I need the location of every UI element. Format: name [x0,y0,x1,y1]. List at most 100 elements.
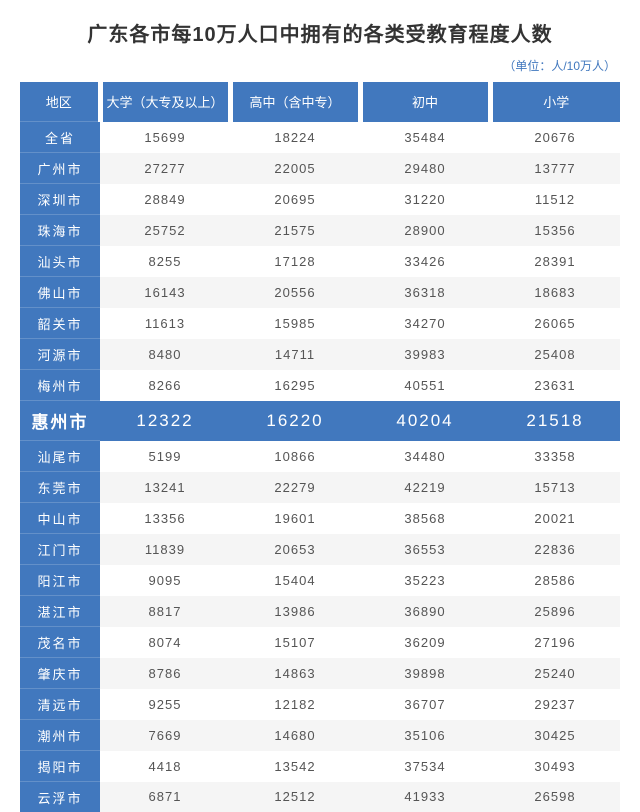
region-cell: 全省 [20,122,100,153]
data-cell: 34480 [360,441,490,472]
data-cell: 40204 [360,401,490,441]
header-middleschool: 初中 [360,82,490,122]
data-cell: 26598 [490,782,620,812]
region-cell: 云浮市 [20,782,100,812]
data-cell: 13356 [100,503,230,534]
data-cell: 16220 [230,401,360,441]
data-cell: 29480 [360,153,490,184]
header-row: 地区 大学（大专及以上） 高中（含中专） 初中 小学 [20,82,620,122]
region-cell: 河源市 [20,339,100,370]
header-primary: 小学 [490,82,620,122]
region-cell: 惠州市 [20,401,100,441]
region-cell: 江门市 [20,534,100,565]
header-highschool: 高中（含中专） [230,82,360,122]
region-cell: 阳江市 [20,565,100,596]
data-cell: 40551 [360,370,490,401]
data-cell: 22279 [230,472,360,503]
table-row: 梅州市8266162954055123631 [20,370,620,401]
data-cell: 28586 [490,565,620,596]
table-row: 清远市9255121823670729237 [20,689,620,720]
region-cell: 韶关市 [20,308,100,339]
data-cell: 41933 [360,782,490,812]
data-cell: 15713 [490,472,620,503]
data-cell: 15404 [230,565,360,596]
data-cell: 22836 [490,534,620,565]
data-cell: 15985 [230,308,360,339]
data-cell: 39983 [360,339,490,370]
data-cell: 12512 [230,782,360,812]
data-cell: 8074 [100,627,230,658]
region-cell: 珠海市 [20,215,100,246]
region-cell: 梅州市 [20,370,100,401]
data-cell: 9095 [100,565,230,596]
table-row: 汕头市8255171283342628391 [20,246,620,277]
data-cell: 14680 [230,720,360,751]
data-cell: 36318 [360,277,490,308]
data-cell: 11512 [490,184,620,215]
table-row: 云浮市6871125124193326598 [20,782,620,812]
data-cell: 23631 [490,370,620,401]
data-cell: 14711 [230,339,360,370]
data-cell: 19601 [230,503,360,534]
unit-label: （单位：人/10万人） [20,57,620,74]
data-cell: 36890 [360,596,490,627]
education-table: 地区 大学（大专及以上） 高中（含中专） 初中 小学 全省15699182243… [20,82,620,812]
data-cell: 31220 [360,184,490,215]
data-cell: 18224 [230,122,360,153]
region-cell: 潮州市 [20,720,100,751]
page-title: 广东各市每10万人口中拥有的各类受教育程度人数 [20,18,620,47]
data-cell: 20556 [230,277,360,308]
data-cell: 11613 [100,308,230,339]
data-cell: 16295 [230,370,360,401]
data-cell: 38568 [360,503,490,534]
region-cell: 佛山市 [20,277,100,308]
data-cell: 33358 [490,441,620,472]
data-cell: 22005 [230,153,360,184]
data-cell: 28391 [490,246,620,277]
data-cell: 8817 [100,596,230,627]
region-cell: 肇庆市 [20,658,100,689]
data-cell: 25408 [490,339,620,370]
region-cell: 汕头市 [20,246,100,277]
data-cell: 36209 [360,627,490,658]
table-row: 韶关市11613159853427026065 [20,308,620,339]
table-body: 全省15699182243548420676广州市272772200529480… [20,122,620,812]
data-cell: 8480 [100,339,230,370]
data-cell: 7669 [100,720,230,751]
table-row: 东莞市13241222794221915713 [20,472,620,503]
data-cell: 20695 [230,184,360,215]
data-cell: 21575 [230,215,360,246]
data-cell: 15107 [230,627,360,658]
table-row: 潮州市7669146803510630425 [20,720,620,751]
data-cell: 10866 [230,441,360,472]
header-region: 地区 [20,82,100,122]
data-cell: 13241 [100,472,230,503]
data-cell: 28849 [100,184,230,215]
table-row: 揭阳市4418135423753430493 [20,751,620,782]
data-cell: 15699 [100,122,230,153]
data-cell: 29237 [490,689,620,720]
region-cell: 清远市 [20,689,100,720]
data-cell: 13542 [230,751,360,782]
data-cell: 37534 [360,751,490,782]
page-container: 广东各市每10万人口中拥有的各类受教育程度人数 （单位：人/10万人） 地区 大… [0,0,640,812]
data-cell: 25896 [490,596,620,627]
data-cell: 5199 [100,441,230,472]
table-row: 湛江市8817139863689025896 [20,596,620,627]
data-cell: 13986 [230,596,360,627]
table-row: 深圳市28849206953122011512 [20,184,620,215]
table-row: 河源市8480147113998325408 [20,339,620,370]
table-row: 肇庆市8786148633989825240 [20,658,620,689]
data-cell: 11839 [100,534,230,565]
data-cell: 36707 [360,689,490,720]
data-cell: 9255 [100,689,230,720]
data-cell: 12322 [100,401,230,441]
data-cell: 35223 [360,565,490,596]
data-cell: 20653 [230,534,360,565]
data-cell: 20021 [490,503,620,534]
data-cell: 36553 [360,534,490,565]
data-cell: 27277 [100,153,230,184]
data-cell: 17128 [230,246,360,277]
region-cell: 东莞市 [20,472,100,503]
data-cell: 26065 [490,308,620,339]
